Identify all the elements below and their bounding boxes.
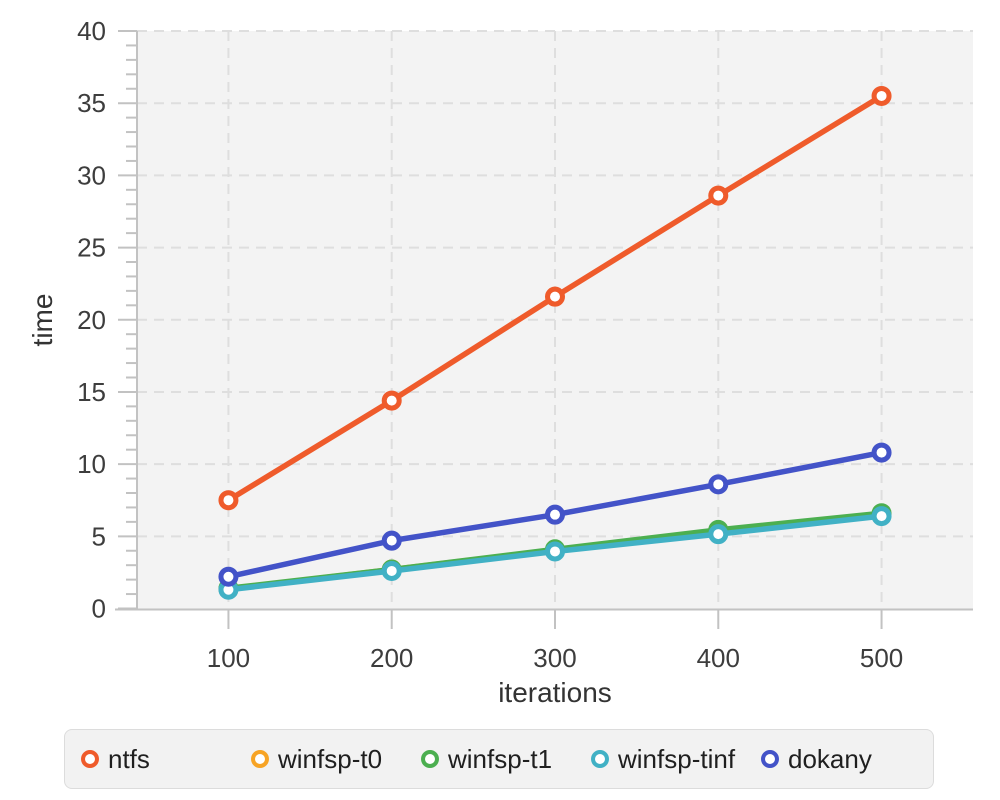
legend-label: ntfs [108,744,150,774]
marker-dokany [708,474,729,495]
legend-marker-dokany [761,750,779,768]
marker-winfsp-tinf [708,524,729,545]
legend-item-winfsp-t1[interactable]: winfsp-t1 [421,746,591,772]
x-axis-tick-label: 200 [370,643,413,673]
marker-ntfs [381,390,402,411]
legend-label: winfsp-tinf [618,744,736,774]
y-axis-title: time [27,294,58,347]
y-axis-tick-label: 0 [92,594,106,624]
legend-item-ntfs[interactable]: ntfs [81,746,251,772]
legend-item-winfsp-t0[interactable]: winfsp-t0 [251,746,421,772]
marker-winfsp-tinf [381,560,402,581]
legend-label: winfsp-t1 [448,744,553,774]
marker-ntfs [871,85,892,106]
marker-dokany [545,504,565,525]
marker-dokany [218,566,239,587]
marker-ntfs [708,185,729,206]
x-axis-tick-label: 400 [697,643,740,673]
x-axis-tick-label: 100 [207,643,250,673]
y-axis-tick-label: 40 [77,16,106,46]
chart-canvas: 0 5 10 15 20 25 30 35 40 100 200 300 400 500 iteration… [27,16,973,708]
x-axis-tick-label: 500 [860,643,903,673]
line-chart: 0 5 10 15 20 25 30 35 40 100 200 300 400 500 iteration… [27,16,973,708]
y-axis-tick-label: 20 [77,305,106,335]
y-axis-tick-label: 30 [77,160,106,190]
legend-marker-ntfs [81,750,99,768]
marker-ntfs [545,286,565,307]
legend-marker-winfsp-tinf [591,750,609,768]
y-axis-tick-label: 15 [77,377,106,407]
legend-label: dokany [788,744,872,774]
y-axis-tick-label: 10 [77,449,106,479]
x-axis-title: iterations [498,677,612,708]
legend-item-winfsp-tinf[interactable]: winfsp-tinf [591,746,761,772]
marker-ntfs [218,490,239,511]
legend-item-dokany[interactable]: dokany [761,746,872,772]
x-axis-tick-label: 300 [533,643,576,673]
y-axis-tick-label: 5 [92,521,106,551]
legend-label: winfsp-t0 [278,744,383,774]
legend-marker-winfsp-t1 [421,750,439,768]
legend-marker-winfsp-t0 [251,750,269,768]
marker-winfsp-tinf [545,541,565,562]
marker-dokany [381,530,402,551]
marker-dokany [871,442,892,463]
y-axis-tick-label: 25 [77,233,106,263]
marker-winfsp-tinf [871,506,892,527]
chart-legend: ntfs winfsp-t0 winfsp-t1 winfsp-tinf dokany [64,729,934,789]
y-axis-tick-label: 35 [77,88,106,118]
